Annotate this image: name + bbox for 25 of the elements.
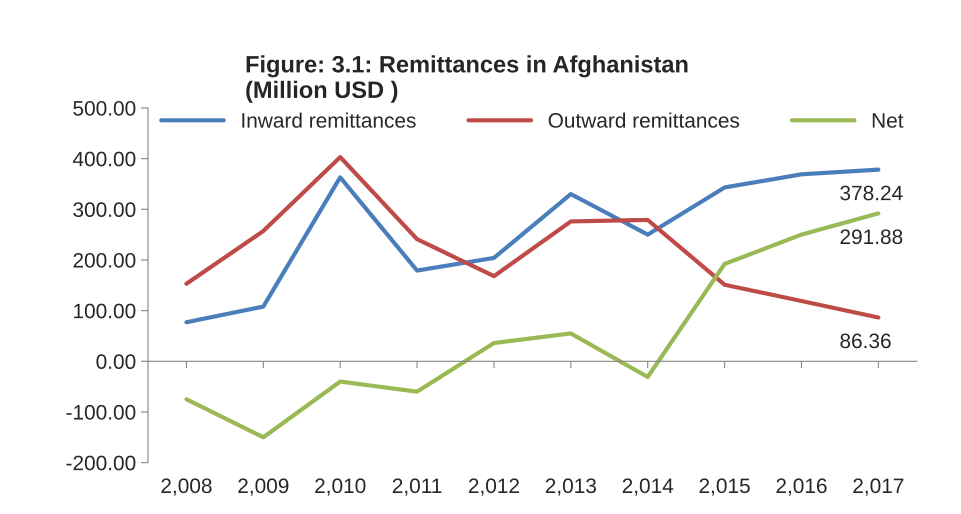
data-label: 86.36	[840, 334, 891, 348]
x-tick-label: 2,014	[622, 478, 674, 496]
y-tick-label: 400.00	[72, 152, 136, 166]
legend-label: Net	[872, 113, 904, 128]
data-label: 378.24	[840, 186, 903, 200]
data-label: 291.88	[840, 229, 902, 244]
legend-label: Outward remittances	[548, 112, 740, 128]
x-tick-label: 2,013	[546, 478, 596, 496]
y-tick-label: 300.00	[73, 202, 136, 218]
x-tick-label: 2,015	[700, 478, 750, 496]
y-tick-label: -200.00	[66, 456, 136, 470]
y-tick-label: 200.00	[74, 252, 136, 268]
y-tick-label: -100.00	[66, 404, 136, 420]
chart-title: Figure: 3.1: Remittances in Afghanistan (Million USD )	[246, 55, 688, 103]
y-tick-label: 100.00	[74, 304, 136, 318]
legend-label: Inward remittances	[242, 112, 416, 128]
x-tick-label: 2,009	[238, 478, 288, 496]
x-tick-label: 2,011	[392, 478, 442, 496]
y-tick-label: 0.00	[96, 354, 136, 370]
y-tick-label: 500.00	[73, 100, 136, 116]
x-tick-label: 2,008	[161, 478, 212, 496]
x-tick-label: 2,017	[853, 478, 904, 496]
x-tick-label: 2,012	[468, 478, 519, 496]
x-tick-label: 2,010	[315, 478, 366, 496]
x-tick-label: 2,016	[776, 478, 827, 496]
